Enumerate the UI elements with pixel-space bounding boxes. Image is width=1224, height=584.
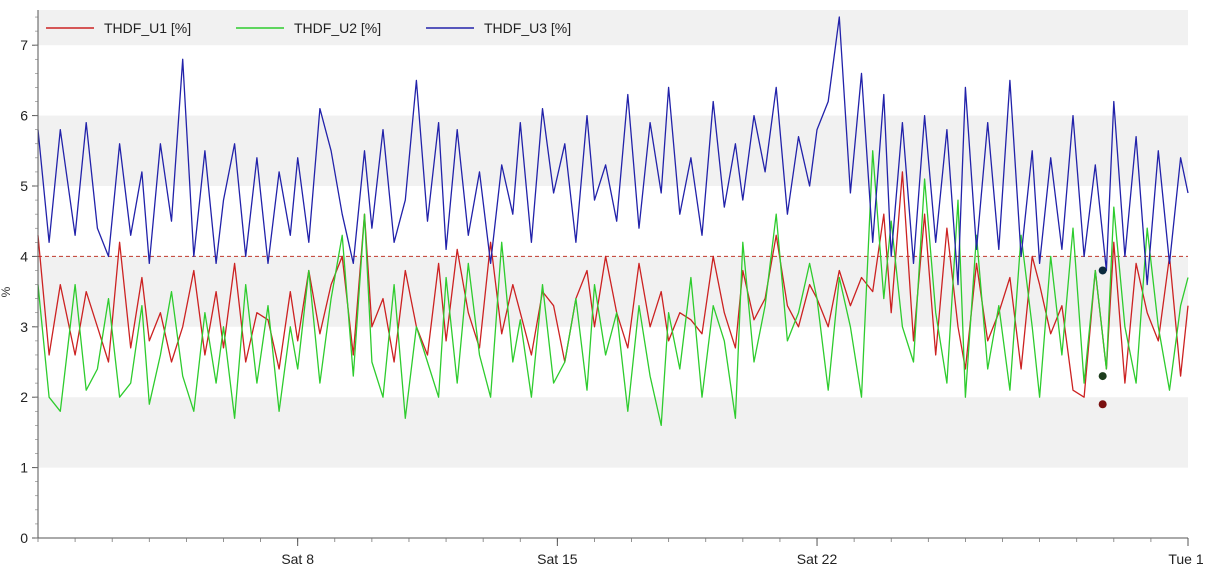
y-tick-label: 5	[20, 178, 28, 194]
y-tick-label: 2	[20, 389, 28, 405]
x-tick-label: Sat 15	[537, 551, 578, 567]
series-line-3	[37, 16, 1189, 286]
grid-bands	[38, 10, 1188, 468]
y-axis-label: %	[0, 286, 13, 297]
grid-band	[38, 115, 1188, 186]
y-tick-label: 6	[20, 108, 28, 124]
grid-band	[38, 397, 1188, 468]
legend: THDF_U1 [%] THDF_U2 [%] THDF_U3 [%]	[46, 20, 571, 36]
x-tick-label: Sat 8	[281, 551, 314, 567]
y-tick-label: 0	[20, 530, 28, 546]
legend-label-1: THDF_U1 [%]	[104, 20, 191, 36]
x-tick-label: Tue 1	[1168, 551, 1203, 567]
legend-label-2: THDF_U2 [%]	[294, 20, 381, 36]
series-end-marker-3	[1098, 266, 1107, 275]
y-tick-label: 1	[20, 460, 28, 476]
x-tick-label: Sat 22	[797, 551, 838, 567]
grid-band	[38, 10, 1188, 46]
series-end-marker-1	[1098, 400, 1107, 409]
y-tick-label: 3	[20, 319, 28, 335]
series-line-2	[37, 150, 1189, 427]
series-end-marker-2	[1098, 372, 1107, 381]
series-layer	[37, 16, 1189, 427]
y-tick-label: 7	[20, 37, 28, 53]
y-tick-label: 4	[20, 248, 28, 264]
axes: 0 1 2 3 4 5 6 7 Sat 8 Sat 15 Sat 22 Tue 1	[20, 10, 1204, 567]
legend-label-3: THDF_U3 [%]	[484, 20, 571, 36]
